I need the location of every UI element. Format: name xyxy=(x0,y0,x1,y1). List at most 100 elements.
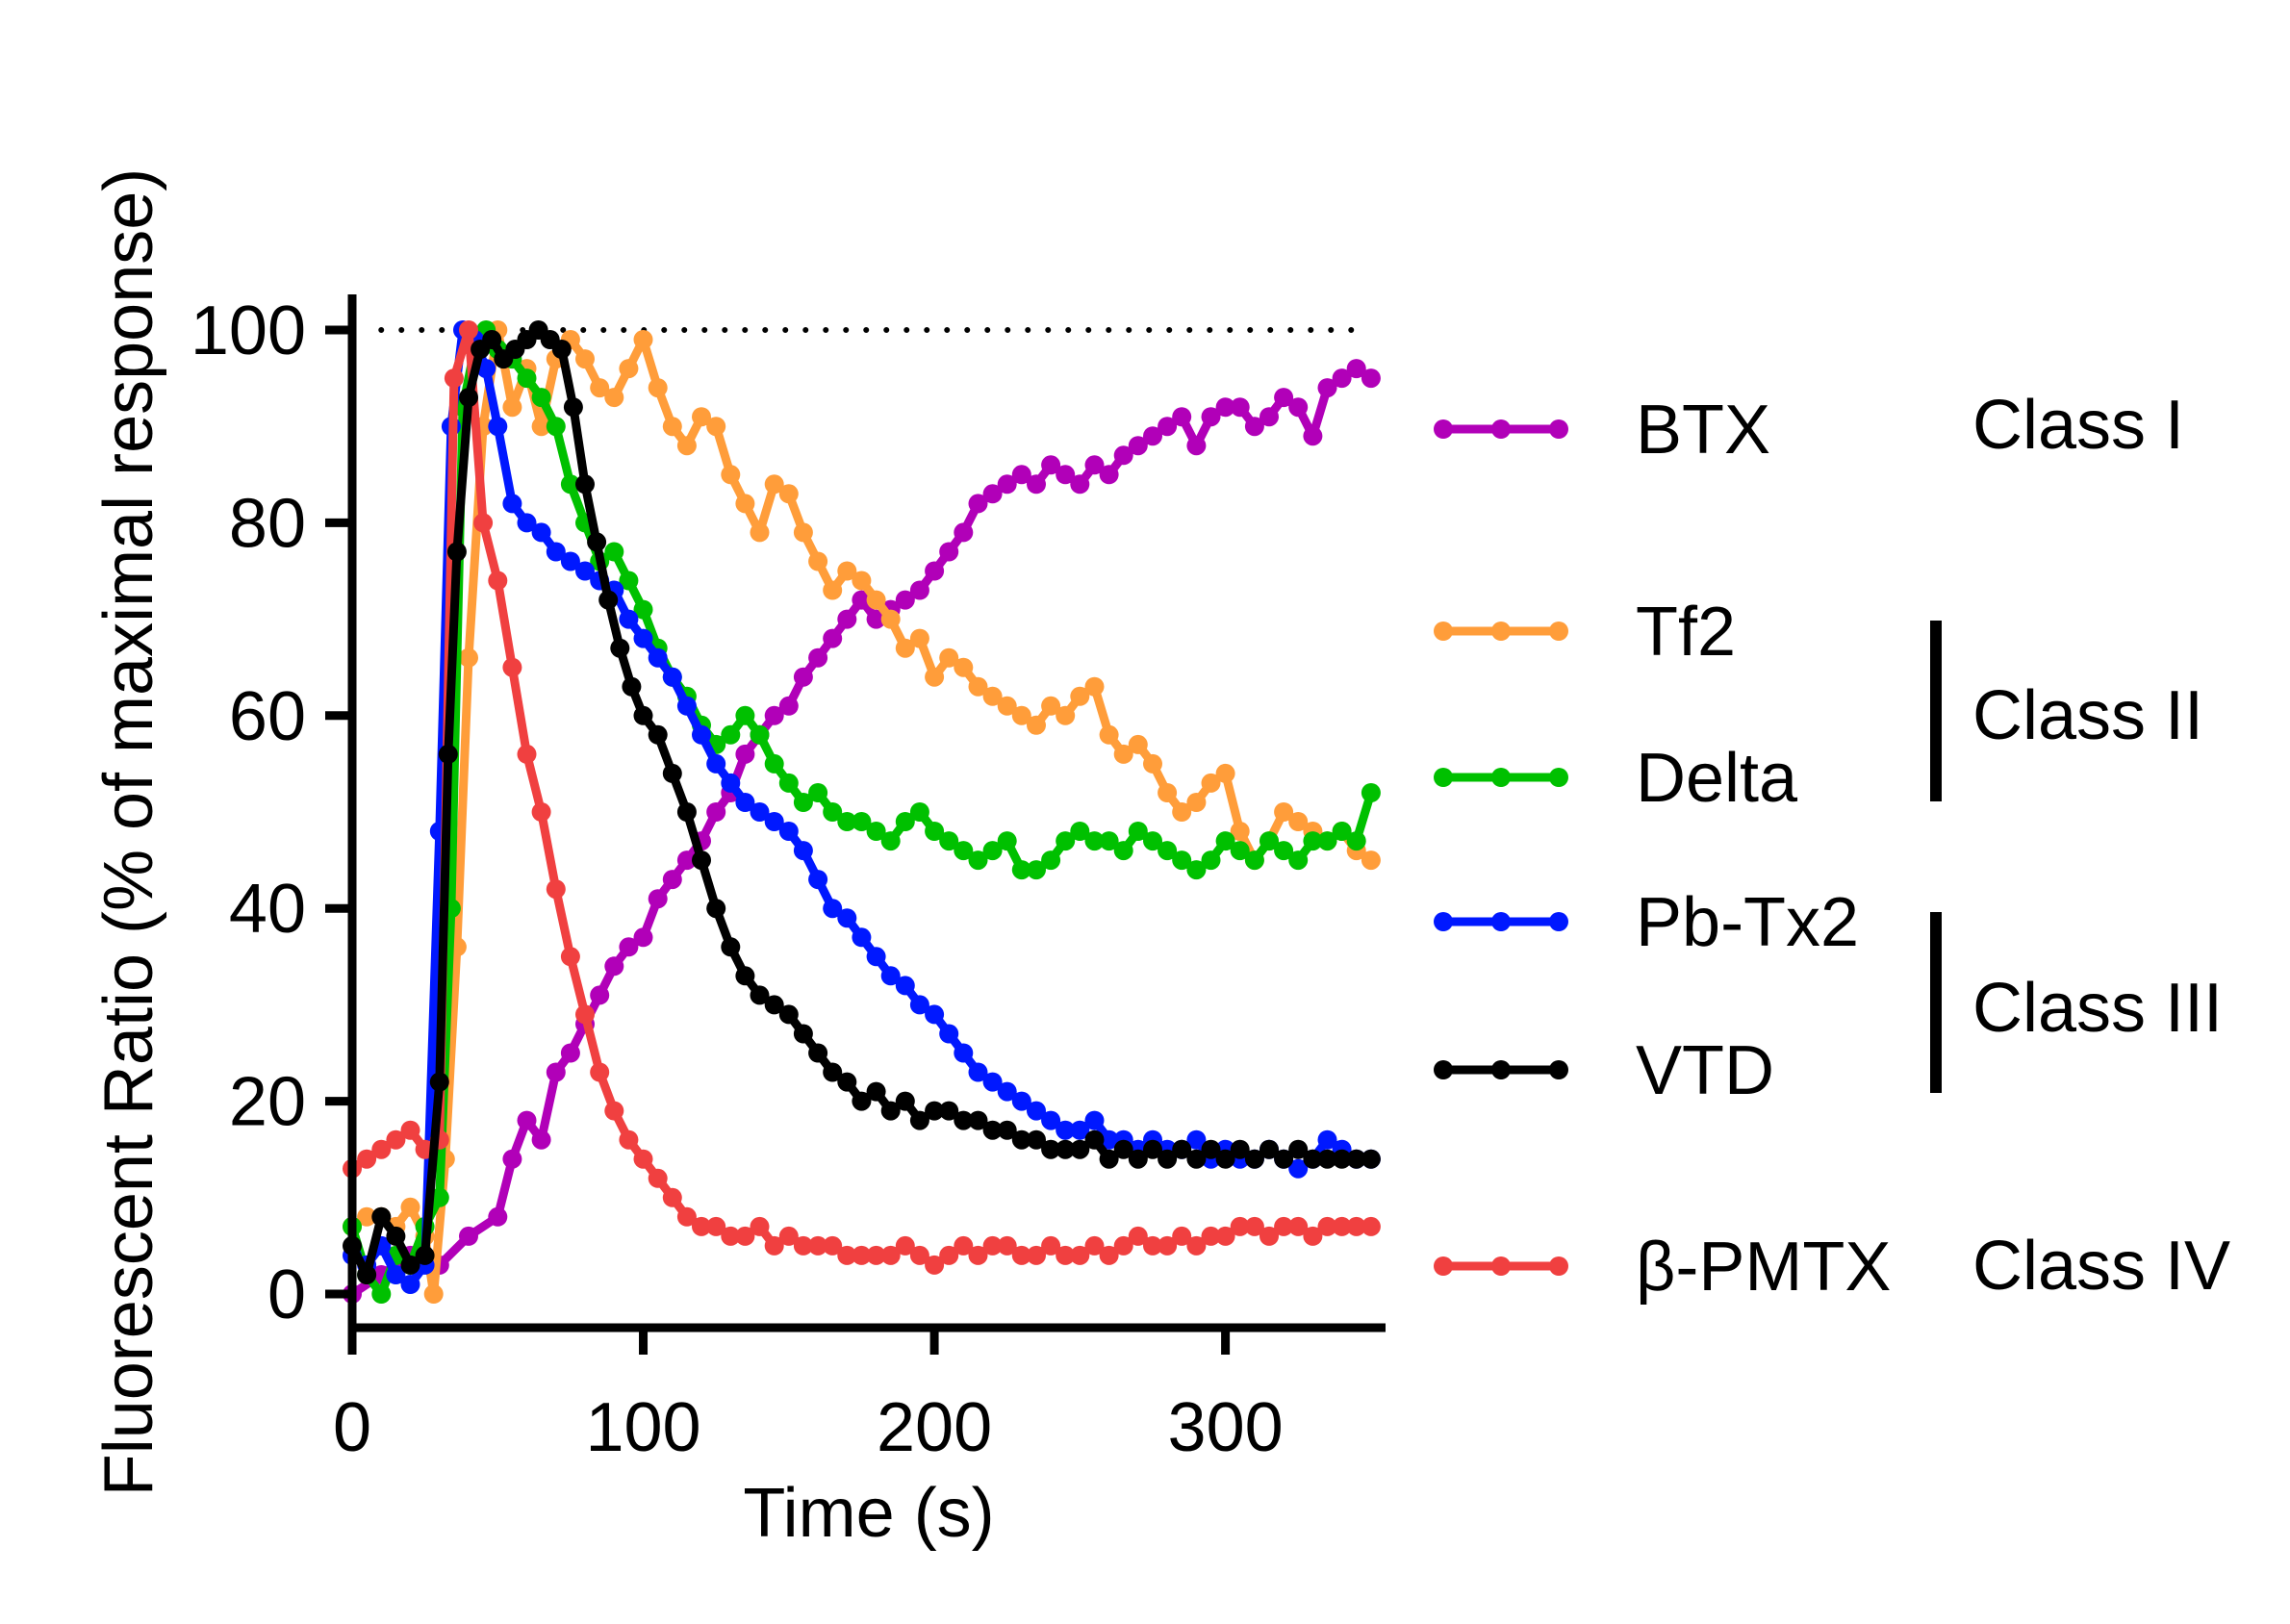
y-axis-label: Fluorescent Ratio (% of maximal response… xyxy=(90,168,167,1497)
data-point xyxy=(982,1072,1003,1092)
data-point xyxy=(778,1226,799,1246)
data-point xyxy=(793,1235,813,1256)
data-point xyxy=(400,1120,420,1140)
x-tick-label: 100 xyxy=(585,1389,700,1466)
data-point xyxy=(866,609,886,629)
data-point xyxy=(1027,1129,1046,1150)
legend-marker-tf2-mid xyxy=(1491,622,1511,641)
data-point xyxy=(1186,860,1207,880)
data-point xyxy=(954,1235,974,1256)
data-point xyxy=(968,1110,988,1130)
y-tick-label: 0 xyxy=(267,1256,306,1333)
data-point xyxy=(1041,696,1061,716)
legend-label-vtd: VTD xyxy=(1636,1032,1774,1109)
data-point xyxy=(1084,1129,1105,1150)
legend-marker-delta-mid xyxy=(1491,768,1511,787)
data-point xyxy=(1274,1216,1294,1236)
data-point xyxy=(619,937,639,957)
legend-entry-bpmtx: β-PMTX xyxy=(1434,1229,1891,1306)
data-point xyxy=(764,474,784,495)
data-point xyxy=(648,378,668,398)
data-point xyxy=(823,899,843,919)
data-point xyxy=(1274,1149,1294,1169)
data-point xyxy=(1303,831,1323,851)
data-point xyxy=(939,831,959,851)
data-point xyxy=(1346,831,1366,851)
data-point xyxy=(560,474,580,495)
data-point xyxy=(371,1206,392,1227)
data-point xyxy=(1346,1216,1366,1236)
data-point xyxy=(575,561,595,581)
data-point xyxy=(488,1206,508,1227)
data-point xyxy=(895,812,915,831)
data-point xyxy=(692,1216,711,1236)
data-point xyxy=(1070,474,1090,495)
data-point xyxy=(459,320,478,340)
data-point xyxy=(1158,1149,1178,1169)
data-point xyxy=(1186,1129,1207,1150)
data-point xyxy=(764,812,784,831)
data-point xyxy=(1158,783,1178,802)
data-point xyxy=(1332,368,1352,389)
data-point xyxy=(793,522,813,543)
data-point xyxy=(1244,417,1264,437)
data-point xyxy=(1346,1149,1366,1169)
data-point xyxy=(764,753,784,774)
data-point xyxy=(517,1110,537,1130)
data-point xyxy=(590,1062,610,1082)
data-point xyxy=(1215,397,1235,418)
data-point xyxy=(1128,1149,1148,1169)
data-point xyxy=(357,1149,377,1169)
data-point xyxy=(968,1062,988,1082)
data-point xyxy=(880,831,901,851)
data-point xyxy=(1201,1226,1221,1246)
data-point xyxy=(1128,734,1148,754)
data-point xyxy=(1113,1235,1133,1256)
data-point xyxy=(662,870,682,890)
data-point xyxy=(1070,822,1090,841)
data-point xyxy=(778,1004,799,1025)
data-point xyxy=(1288,397,1309,418)
data-point xyxy=(400,1197,420,1217)
legend-entry-btx: BTX xyxy=(1434,392,1770,469)
data-point xyxy=(662,1187,682,1207)
data-point xyxy=(1230,1216,1250,1236)
data-point xyxy=(1041,1110,1061,1130)
legend-marker-pbtx2-mid xyxy=(1491,912,1511,931)
data-point xyxy=(1172,850,1192,871)
data-point xyxy=(1158,417,1178,437)
data-point xyxy=(909,1245,929,1265)
data-point xyxy=(1172,802,1192,822)
data-point xyxy=(1128,822,1148,841)
data-point xyxy=(1113,841,1133,861)
data-point xyxy=(386,1265,406,1284)
data-point xyxy=(909,1110,929,1130)
data-point xyxy=(778,822,799,841)
data-point xyxy=(968,850,988,871)
class-label-4: Class IV xyxy=(1972,1228,2230,1305)
data-point xyxy=(476,359,496,379)
data-point xyxy=(1346,359,1366,379)
x-tick-label: 200 xyxy=(877,1389,992,1466)
data-point xyxy=(1186,1149,1207,1169)
data-point xyxy=(1361,368,1381,389)
data-point xyxy=(517,368,537,389)
data-point xyxy=(721,1226,741,1246)
class-label-3: Class III xyxy=(1972,970,2223,1047)
data-point xyxy=(968,676,988,697)
data-point xyxy=(750,724,770,745)
data-point xyxy=(1056,1120,1076,1140)
data-point xyxy=(735,494,755,514)
data-point xyxy=(1056,465,1076,485)
data-point xyxy=(925,1255,945,1275)
data-point xyxy=(808,647,828,668)
data-point xyxy=(662,763,682,783)
legend-marker-bpmtx-end xyxy=(1549,1256,1568,1276)
legend-marker-vtd-end xyxy=(1549,1060,1568,1079)
data-point xyxy=(1288,1216,1309,1236)
data-point xyxy=(895,590,915,610)
data-point xyxy=(560,1043,580,1063)
data-point xyxy=(1230,841,1250,861)
data-point xyxy=(1099,724,1119,745)
data-point xyxy=(997,831,1017,851)
